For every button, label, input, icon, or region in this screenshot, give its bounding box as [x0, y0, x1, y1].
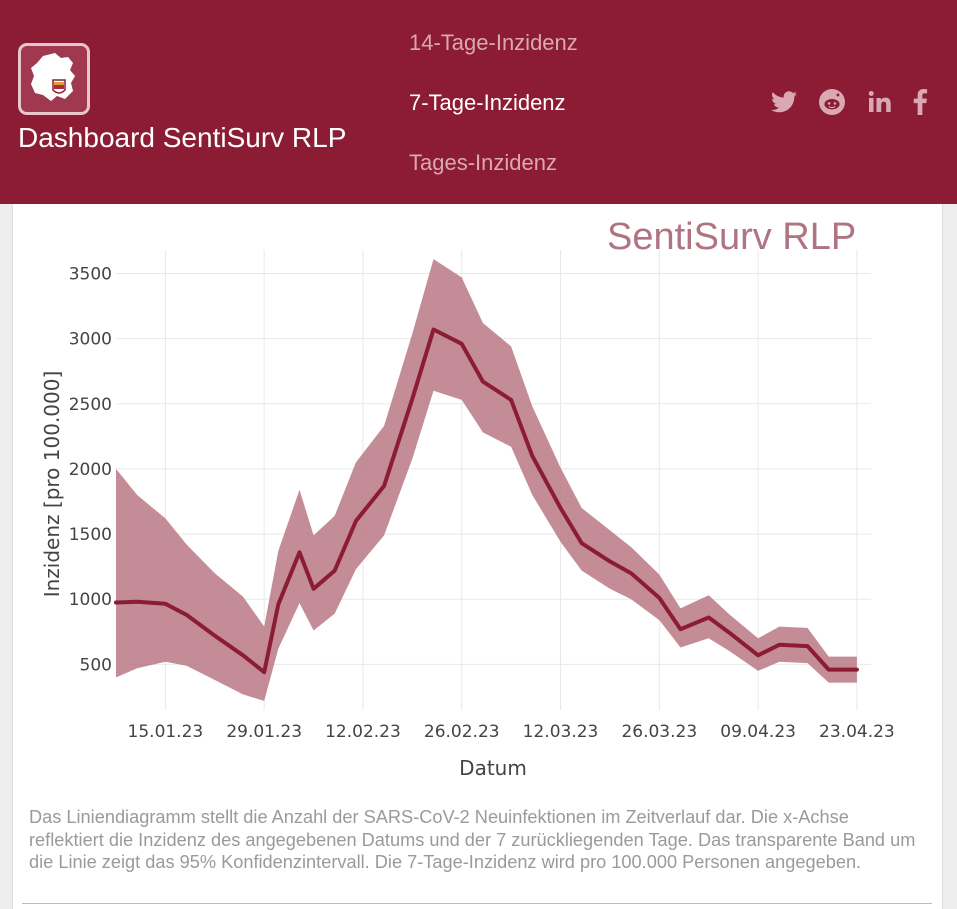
x-tick-label: 12.03.23 — [523, 722, 599, 742]
page-title[interactable]: Dashboard SentiSurv RLP — [18, 122, 347, 153]
y-tick-label: 1500 — [69, 525, 112, 545]
y-axis-ticks: 500 1000 1500 2000 2500 3000 3500 — [69, 264, 112, 675]
nav-tages-inzidenz[interactable]: Tages-Inzidenz — [409, 150, 557, 175]
rlp-map-icon[interactable] — [18, 43, 90, 115]
incidence-line[interactable] — [114, 327, 859, 675]
x-tick-label: 29.01.23 — [226, 722, 302, 742]
y-tick-label: 3000 — [69, 330, 112, 350]
x-tick-label: 26.02.23 — [424, 722, 500, 742]
twitter-icon[interactable] — [770, 88, 798, 116]
y-tick-label: 2500 — [69, 395, 112, 415]
x-tick-label: 12.02.23 — [325, 722, 401, 742]
x-tick-label: 26.03.23 — [621, 722, 697, 742]
y-tick-label: 500 — [80, 655, 112, 675]
x-tick-label: 23.04.23 — [819, 722, 895, 742]
y-axis-label: Inzidenz [pro 100.000] — [40, 371, 64, 598]
y-tick-label: 3500 — [69, 264, 112, 284]
facebook-icon[interactable] — [906, 88, 934, 116]
reddit-icon[interactable] — [818, 88, 846, 116]
linkedin-icon[interactable] — [866, 88, 894, 116]
chart-title: SentiSurv RLP — [607, 216, 857, 258]
x-tick-label: 15.01.23 — [128, 722, 204, 742]
header-bar: Dashboard SentiSurv RLP 14-Tage-Inzidenz… — [0, 0, 957, 204]
confidence-band — [116, 259, 857, 701]
x-axis-ticks: 15.01.23 29.01.23 12.02.23 26.02.23 12.03.23… — [128, 722, 895, 742]
nav-7-tage-inzidenz[interactable]: 7-Tage-Inzidenz — [409, 90, 566, 115]
nav-14-tage-inzidenz[interactable]: 14-Tage-Inzidenz — [409, 30, 578, 55]
x-tick-label: 09.04.23 — [720, 722, 796, 742]
x-axis-label: Datum — [459, 756, 527, 780]
series-line-7-tage-inzidenz — [114, 327, 859, 675]
y-tick-label: 2000 — [69, 460, 112, 480]
y-tick-label: 1000 — [69, 590, 112, 610]
confidence-band-area — [116, 259, 857, 701]
divider — [22, 903, 932, 904]
chart-description: Das Liniendiagramm stellt die Anzahl der… — [29, 807, 916, 872]
